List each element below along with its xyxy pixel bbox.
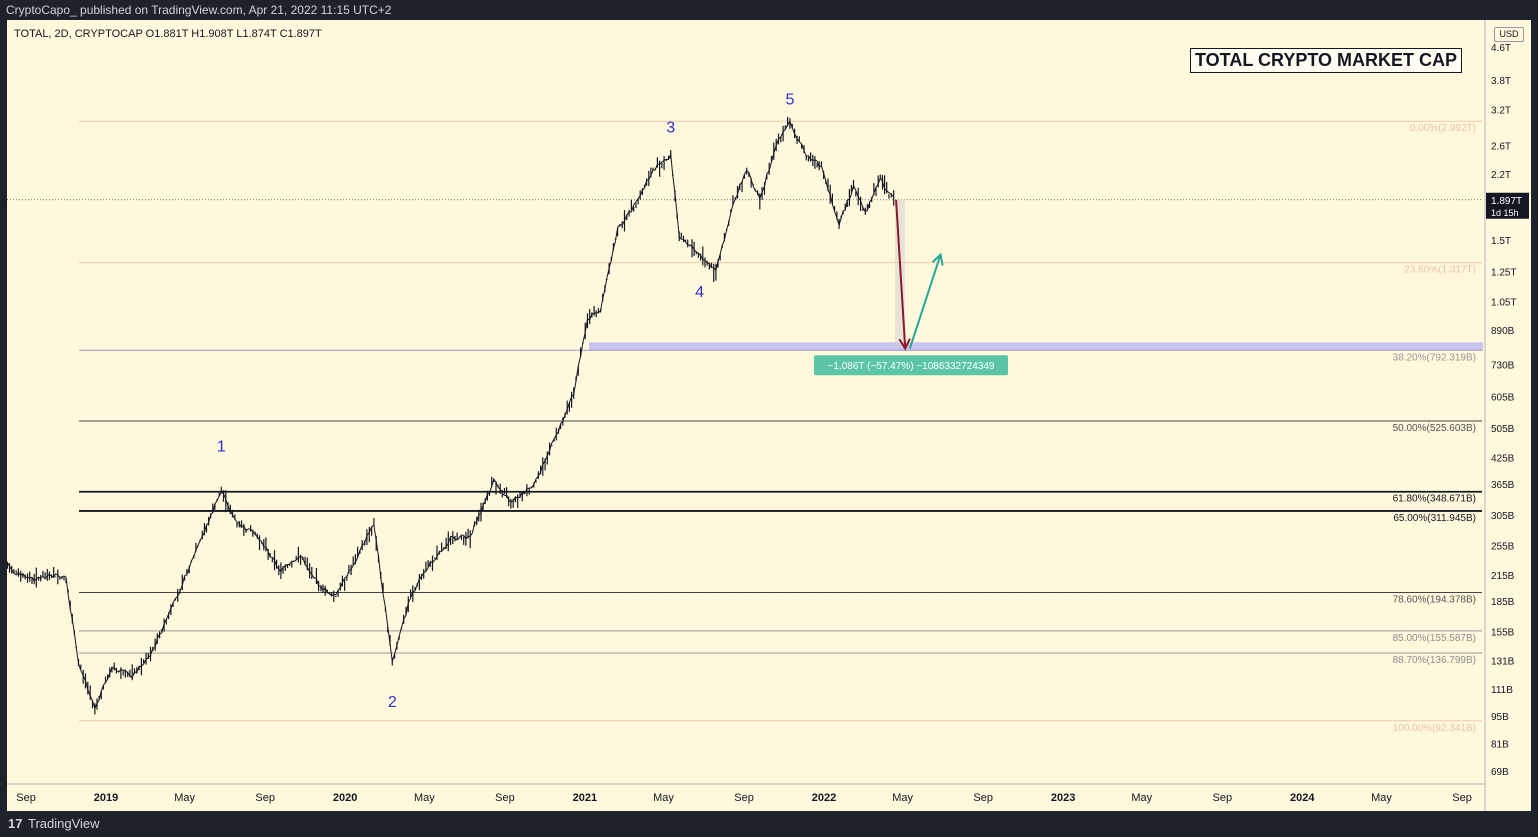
- fib-zone: [589, 342, 1483, 351]
- time-tick: 2022: [812, 792, 836, 804]
- symbol-info: TOTAL, 2D, CRYPTOCAP O1.881T H1.908T L1.…: [14, 28, 322, 40]
- fib-label: 65.00%(311.945B): [1393, 513, 1476, 524]
- time-tick: Sep: [1213, 792, 1233, 804]
- fib-label: 88.70%(136.799B): [1393, 655, 1476, 666]
- price-tick: 255B: [1491, 542, 1515, 553]
- price-tick: 81B: [1491, 739, 1509, 750]
- fib-label: 38.20%(792.319B): [1393, 352, 1476, 363]
- price-chart[interactable]: 0.00%(2.992T) 23.60%(1.317T) 38.20%(792.31…: [7, 20, 1531, 811]
- time-tick: Sep: [16, 792, 36, 804]
- price-tick: 111B: [1491, 685, 1513, 696]
- countdown-label: 1d 15h: [1491, 208, 1519, 218]
- time-tick: 2020: [333, 792, 357, 804]
- wave-label: 3: [666, 120, 675, 137]
- price-tick: 1.05T: [1491, 298, 1517, 309]
- price-tick: 730B: [1491, 360, 1515, 371]
- annotations: 1 2 3 4 5 −1.086T (−57.47%) −1086332724349: [217, 91, 1008, 711]
- wave-label: 5: [785, 91, 794, 108]
- price-tick: 305B: [1491, 511, 1515, 522]
- price-tick: 155B: [1491, 627, 1515, 638]
- last-price-tag: [1486, 192, 1529, 219]
- time-tick: Sep: [973, 792, 993, 804]
- publisher-text: CryptoCapo_ published on TradingView.com…: [6, 3, 392, 17]
- fib-label: 0.00%(2.992T): [1410, 123, 1476, 134]
- price-tick: 1.25T: [1491, 268, 1517, 279]
- price-tick: 3.2T: [1491, 106, 1511, 117]
- time-tick: May: [653, 792, 674, 804]
- currency-label[interactable]: USD: [1494, 27, 1524, 42]
- time-tick: Sep: [495, 792, 515, 804]
- measure-box: [814, 355, 1008, 376]
- price-tick: 4.6T: [1491, 43, 1511, 54]
- tradingview-footer: 17 TradingView: [0, 811, 1538, 837]
- measure-label: −1.086T (−57.47%) −1086332724349: [828, 361, 995, 372]
- time-tick: 2021: [573, 792, 597, 804]
- price-tick: 3.8T: [1491, 76, 1511, 87]
- time-tick: May: [892, 792, 913, 804]
- arrow-up-head: [931, 252, 944, 266]
- time-tick: May: [1131, 792, 1152, 804]
- fib-label: 100.00%(92.341B): [1393, 723, 1476, 734]
- time-tick: Sep: [734, 792, 754, 804]
- time-tick: 2019: [94, 792, 118, 804]
- arrow-down: [895, 199, 907, 349]
- fib-label: 23.60%(1.317T): [1404, 265, 1476, 276]
- price-tick: 2.6T: [1491, 141, 1511, 152]
- chart-title: TOTAL CRYPTO MARKET CAP: [1190, 48, 1463, 73]
- publisher-bar: CryptoCapo_ published on TradingView.com…: [0, 0, 1538, 20]
- arrow-up: [908, 254, 942, 349]
- last-price-label: 1.897T: [1491, 196, 1522, 207]
- price-tick: 131B: [1491, 656, 1515, 667]
- price-tick: 2.2T: [1491, 170, 1511, 181]
- price-tick: 215B: [1491, 571, 1515, 582]
- tradingview-brand[interactable]: TradingView: [28, 816, 100, 831]
- price-tick: 69B: [1491, 767, 1509, 778]
- time-tick: Sep: [1452, 792, 1472, 804]
- price-tick: 890B: [1491, 326, 1515, 337]
- time-tick: May: [414, 792, 435, 804]
- fib-levels: 0.00%(2.992T) 23.60%(1.317T) 38.20%(792.31…: [7, 120, 1483, 734]
- time-tick: 2023: [1051, 792, 1075, 804]
- wave-label: 4: [695, 284, 704, 301]
- time-tick: Sep: [255, 792, 275, 804]
- chart-area[interactable]: 0.00%(2.992T) 23.60%(1.317T) 38.20%(792.31…: [7, 20, 1531, 811]
- price-series: [7, 116, 895, 715]
- axes: 4.6T 3.8T 3.2T 2.6T 2.2T 1.5T 1.25T 1.05T 890B 73…: [7, 20, 1529, 811]
- arrow-down-head: [898, 338, 911, 351]
- time-tick: 2024: [1290, 792, 1315, 804]
- price-tick: 425B: [1491, 454, 1515, 465]
- fib-label: 85.00%(155.587B): [1393, 633, 1476, 644]
- fib-label: 50.00%(525.603B): [1393, 423, 1476, 434]
- fib-label: 78.60%(194.378B): [1393, 594, 1476, 605]
- price-tick: 1.5T: [1491, 236, 1511, 247]
- price-tick: 505B: [1491, 424, 1515, 435]
- time-tick: May: [1371, 792, 1392, 804]
- fib-label: 61.80%(348.671B): [1393, 494, 1476, 505]
- tradingview-logo-icon[interactable]: 17: [8, 816, 23, 831]
- price-tick: 185B: [1491, 597, 1515, 608]
- wave-label: 2: [388, 694, 397, 711]
- price-tick: 365B: [1491, 480, 1515, 491]
- price-tick: 95B: [1491, 712, 1509, 723]
- time-tick: May: [174, 792, 195, 804]
- wave-label: 1: [217, 439, 226, 456]
- price-line: [7, 120, 895, 710]
- price-tick: 605B: [1491, 393, 1515, 404]
